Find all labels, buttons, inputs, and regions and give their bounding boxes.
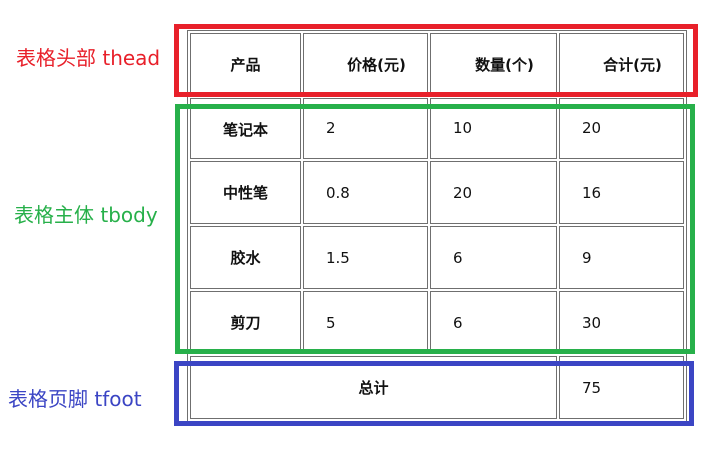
- cell-quantity: 10: [430, 98, 557, 159]
- table-row: 胶水 1.5 6 9: [190, 226, 684, 289]
- table-body: 笔记本 2 10 20 中性笔 0.8 20 16 胶水 1.5 6 9 剪刀 …: [190, 98, 684, 354]
- cell-quantity: 6: [430, 226, 557, 289]
- cell-subtotal: 9: [559, 226, 684, 289]
- cell-price: 2: [303, 98, 428, 159]
- footer-total-value: 75: [559, 356, 684, 419]
- cell-product: 中性笔: [190, 161, 301, 224]
- tbody-annotation-label: 表格主体 tbody: [14, 203, 158, 227]
- footer-total-label: 总计: [190, 356, 557, 419]
- cell-product: 胶水: [190, 226, 301, 289]
- cell-product: 笔记本: [190, 98, 301, 159]
- cell-subtotal: 16: [559, 161, 684, 224]
- table-row: 笔记本 2 10 20: [190, 98, 684, 159]
- tfoot-annotation-label: 表格页脚 tfoot: [8, 387, 142, 411]
- thead-annotation-label: 表格头部 thead: [16, 46, 161, 70]
- table-foot: 总计 75: [190, 356, 684, 419]
- cell-price: 0.8: [303, 161, 428, 224]
- thead-highlight-box: [174, 24, 698, 97]
- cell-subtotal: 20: [559, 98, 684, 159]
- tbody-highlight-box: [175, 104, 695, 354]
- cell-quantity: 20: [430, 161, 557, 224]
- table-row: 中性笔 0.8 20 16: [190, 161, 684, 224]
- cell-price: 1.5: [303, 226, 428, 289]
- footer-row: 总计 75: [190, 356, 684, 419]
- tfoot-highlight-box: [174, 361, 694, 426]
